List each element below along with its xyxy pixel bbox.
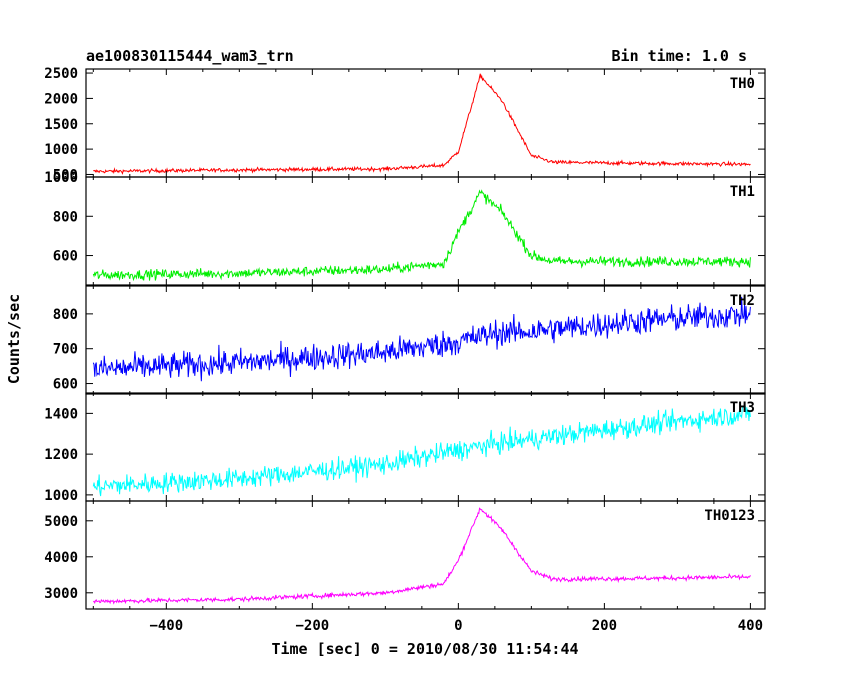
y-axis-label: Counts/sec xyxy=(5,294,23,384)
series-th1 xyxy=(92,189,751,282)
x-axis-label: Time [sec] 0 = 2010/08/30 11:54:44 xyxy=(271,640,578,658)
panel-th0123: 3000 4000 5000 TH0123 xyxy=(44,500,766,610)
y-tick-label: 1500 xyxy=(44,117,78,133)
x-tick-label: 400 xyxy=(738,618,763,634)
panel-frame xyxy=(85,285,766,395)
y-tick-label: 800 xyxy=(53,307,78,323)
y-tick-label: 800 xyxy=(53,209,78,225)
y-tick-label: 2000 xyxy=(44,91,78,107)
y-tick-label: 2500 xyxy=(44,66,78,82)
x-axis: −400 −200 0 200 400 xyxy=(149,618,763,634)
y-tick-label: 1200 xyxy=(44,447,78,463)
panel-label: TH2 xyxy=(730,293,755,309)
panel-frame xyxy=(85,68,766,178)
panel-th3: 1000 1200 1400 TH3 xyxy=(44,392,766,504)
y-tick-label: 1000 xyxy=(44,142,78,158)
panel-label: TH1 xyxy=(730,184,755,200)
y-tick-label: 4000 xyxy=(44,550,78,566)
y-tick-label: 600 xyxy=(53,377,78,393)
x-tick-label: 0 xyxy=(454,618,462,634)
series-th0 xyxy=(93,73,751,175)
series-th0123 xyxy=(92,507,751,605)
x-tick-label: −400 xyxy=(149,618,183,634)
plot-title: ae100830115444_wam3_trn xyxy=(86,47,294,65)
y-tick-label: 1000 xyxy=(44,170,78,186)
panel-frame xyxy=(85,500,766,610)
x-tick-label: −200 xyxy=(295,618,329,634)
x-tick-label: 200 xyxy=(592,618,617,634)
panel-th1: 600 800 1000 TH1 xyxy=(44,170,766,286)
panel-stack: 5001000150020002500TH06008001000TH160070… xyxy=(44,66,766,610)
y-tick-label: 1000 xyxy=(44,488,78,504)
y-tick-label: 1400 xyxy=(44,406,78,422)
panel-label: TH3 xyxy=(730,400,755,416)
y-tick-label: 500 xyxy=(53,167,78,183)
y-tick-label: 5000 xyxy=(44,514,78,530)
y-tick-label: 3000 xyxy=(44,586,78,602)
y-tick-label: 600 xyxy=(53,249,78,265)
series-th2 xyxy=(92,296,751,382)
panel-th2: 600 700 800 TH2 xyxy=(53,285,766,395)
panel-label: TH0 xyxy=(730,76,755,92)
y-tick-label: 700 xyxy=(53,342,78,358)
panel-frame xyxy=(85,176,766,286)
series-th3 xyxy=(92,405,751,497)
panel-label: TH0123 xyxy=(704,508,755,524)
bin-time-label: Bin time: 1.0 s xyxy=(612,47,747,65)
